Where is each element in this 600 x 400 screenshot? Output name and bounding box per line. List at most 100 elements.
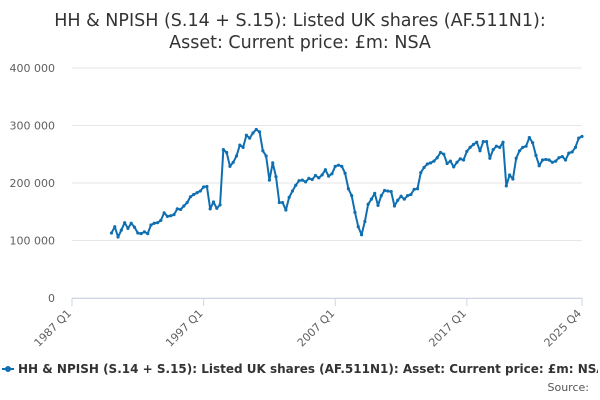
- data-point[interactable]: [353, 210, 357, 214]
- data-point[interactable]: [123, 221, 127, 225]
- data-point[interactable]: [491, 148, 495, 152]
- data-point[interactable]: [129, 221, 133, 225]
- data-point[interactable]: [514, 156, 518, 160]
- data-point[interactable]: [271, 161, 275, 165]
- data-point[interactable]: [432, 159, 436, 163]
- data-point[interactable]: [185, 200, 189, 205]
- data-point[interactable]: [366, 202, 370, 206]
- data-point[interactable]: [373, 191, 377, 195]
- data-point[interactable]: [333, 164, 337, 168]
- data-point[interactable]: [146, 232, 150, 236]
- data-point[interactable]: [238, 143, 242, 147]
- data-point[interactable]: [458, 157, 462, 161]
- data-point[interactable]: [277, 200, 281, 205]
- data-point[interactable]: [435, 156, 439, 160]
- data-point[interactable]: [310, 177, 314, 182]
- data-point[interactable]: [577, 136, 581, 140]
- data-point[interactable]: [544, 157, 548, 162]
- data-point[interactable]: [438, 150, 443, 155]
- data-point[interactable]: [116, 235, 120, 239]
- data-point[interactable]: [228, 164, 232, 168]
- data-point[interactable]: [392, 204, 397, 208]
- data-point[interactable]: [498, 145, 502, 149]
- data-point[interactable]: [323, 168, 327, 172]
- data-point[interactable]: [254, 127, 258, 132]
- data-point[interactable]: [202, 185, 206, 189]
- data-point[interactable]: [573, 145, 578, 149]
- data-point[interactable]: [320, 173, 324, 177]
- data-point[interactable]: [165, 214, 170, 218]
- data-point[interactable]: [419, 171, 423, 175]
- data-point[interactable]: [475, 140, 479, 144]
- data-point[interactable]: [511, 177, 515, 181]
- data-point[interactable]: [531, 141, 535, 145]
- data-point[interactable]: [570, 150, 574, 154]
- legend[interactable]: HH & NPISH (S.14 + S.15): Listed UK shar…: [2, 362, 598, 380]
- data-point[interactable]: [563, 158, 568, 162]
- data-point[interactable]: [274, 175, 278, 179]
- data-point[interactable]: [501, 140, 505, 144]
- data-point[interactable]: [465, 149, 469, 153]
- data-point[interactable]: [399, 194, 403, 198]
- data-point[interactable]: [132, 225, 137, 229]
- data-point[interactable]: [396, 198, 400, 202]
- data-point[interactable]: [550, 160, 554, 164]
- data-point[interactable]: [172, 213, 176, 217]
- data-point[interactable]: [488, 156, 492, 160]
- data-point[interactable]: [162, 211, 166, 215]
- data-point[interactable]: [429, 161, 433, 165]
- data-point[interactable]: [445, 161, 449, 166]
- data-point[interactable]: [540, 158, 545, 162]
- data-point[interactable]: [126, 226, 130, 231]
- data-point[interactable]: [494, 144, 499, 148]
- data-point[interactable]: [452, 165, 456, 169]
- data-point[interactable]: [264, 154, 268, 158]
- data-point[interactable]: [442, 152, 446, 156]
- data-point[interactable]: [346, 187, 350, 191]
- data-point[interactable]: [241, 145, 245, 149]
- data-point[interactable]: [471, 142, 476, 147]
- data-point[interactable]: [248, 136, 252, 140]
- data-point[interactable]: [294, 183, 298, 187]
- data-point[interactable]: [307, 176, 311, 180]
- data-point[interactable]: [412, 187, 416, 191]
- data-point[interactable]: [409, 192, 413, 197]
- data-point[interactable]: [155, 221, 160, 225]
- data-point[interactable]: [287, 195, 291, 199]
- data-point[interactable]: [139, 232, 143, 236]
- data-point[interactable]: [521, 145, 525, 149]
- data-point[interactable]: [175, 207, 179, 211]
- data-point[interactable]: [504, 184, 508, 188]
- data-point[interactable]: [379, 194, 383, 198]
- data-point[interactable]: [554, 159, 558, 163]
- data-point[interactable]: [192, 192, 196, 197]
- data-point[interactable]: [527, 135, 531, 140]
- data-point[interactable]: [580, 134, 584, 139]
- data-point[interactable]: [257, 130, 262, 134]
- data-point[interactable]: [517, 149, 522, 153]
- data-point[interactable]: [149, 223, 153, 227]
- data-point[interactable]: [205, 184, 209, 189]
- data-point[interactable]: [560, 154, 564, 159]
- data-point[interactable]: [422, 165, 426, 170]
- data-point[interactable]: [231, 160, 235, 164]
- data-point[interactable]: [327, 174, 331, 178]
- data-point[interactable]: [484, 140, 489, 144]
- data-point[interactable]: [508, 173, 512, 177]
- data-point[interactable]: [297, 179, 301, 183]
- data-point[interactable]: [524, 144, 528, 148]
- data-point[interactable]: [481, 140, 485, 144]
- data-point[interactable]: [218, 203, 222, 207]
- data-point[interactable]: [182, 204, 186, 208]
- data-point[interactable]: [188, 195, 193, 199]
- data-point[interactable]: [402, 197, 406, 201]
- data-point[interactable]: [109, 231, 114, 235]
- data-point[interactable]: [336, 163, 341, 167]
- data-point[interactable]: [363, 219, 367, 224]
- data-point[interactable]: [169, 214, 173, 218]
- data-point[interactable]: [557, 156, 561, 160]
- data-point[interactable]: [382, 188, 387, 193]
- data-point[interactable]: [211, 200, 216, 204]
- data-point[interactable]: [359, 233, 364, 237]
- data-point[interactable]: [195, 191, 199, 195]
